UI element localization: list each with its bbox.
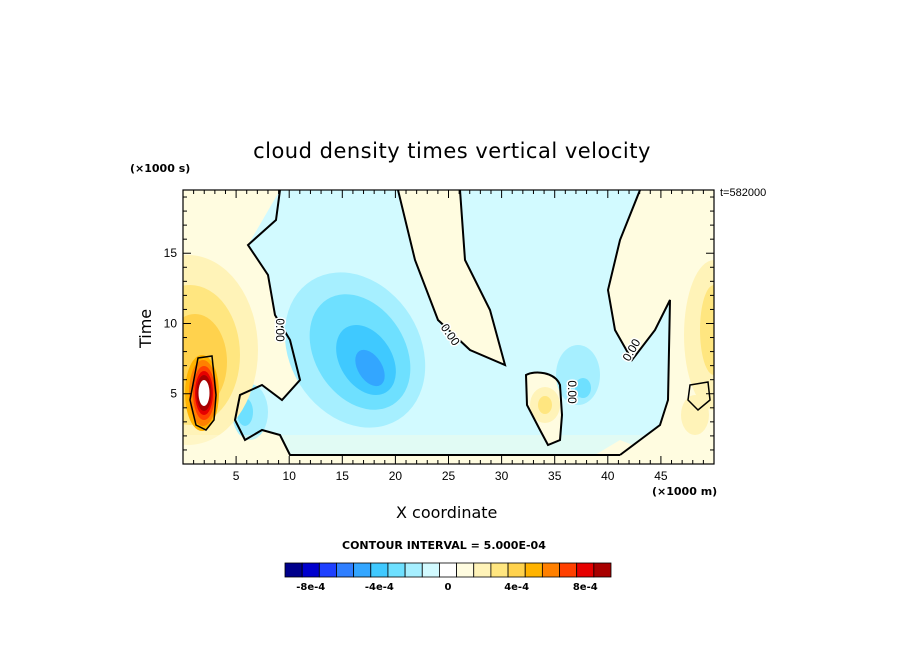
colorbar-label: 0 — [445, 582, 452, 593]
colorbar-swatch — [421, 562, 440, 578]
colorbar-swatch — [490, 562, 509, 578]
axis-ticks — [183, 190, 714, 464]
contour-zero-left — [233, 190, 620, 456]
colorbar-label: -4e-4 — [365, 582, 394, 593]
contour-interval-label: CONTOUR INTERVAL = 5.000E-04 — [342, 539, 546, 552]
colorbar-swatch — [473, 562, 492, 578]
x-tick-label: 25 — [442, 469, 456, 483]
x-tick-label: 20 — [389, 469, 403, 483]
colorbar-swatch — [456, 562, 475, 578]
x-axis-label: X coordinate — [396, 503, 498, 522]
x-tick-label: 45 — [654, 469, 668, 483]
zero-contours — [189, 190, 711, 456]
time-annotation: t=582000 — [720, 187, 767, 199]
contour-zero-island — [524, 371, 564, 447]
contour-zero-right — [606, 190, 671, 456]
x-tick-label: 40 — [601, 469, 615, 483]
y-tick-label: 10 — [164, 316, 178, 330]
tick-labels: 5 10 15 20 25 30 35 40 45 5 10 15 — [164, 246, 668, 483]
x-tick-label: 10 — [283, 469, 297, 483]
colorbar-swatch — [541, 562, 560, 578]
colorbar-swatch — [576, 562, 595, 578]
colorbar-swatch — [524, 562, 543, 578]
colorbar-swatch — [284, 562, 303, 578]
colorbar-label: -8e-4 — [296, 582, 325, 593]
y-tick-label: 5 — [170, 387, 177, 401]
colorbar-swatch — [336, 562, 355, 578]
colorbar-swatch — [370, 562, 389, 578]
colorbar-swatch — [559, 562, 578, 578]
chart-title: cloud density times vertical velocity — [253, 139, 651, 163]
colorbar-label: 4e-4 — [504, 582, 529, 593]
colorbar-swatch — [593, 562, 612, 578]
colorbar-swatch — [318, 562, 337, 578]
x-tick-label: 5 — [233, 469, 240, 483]
colorbar-swatch — [387, 562, 406, 578]
contour-label: 0.00 — [273, 318, 287, 342]
y-axis-unit-label: (×1000 s) — [130, 162, 191, 175]
x-tick-label: 30 — [495, 469, 509, 483]
colorbar-swatch — [353, 562, 372, 578]
contour-zero-top — [397, 190, 507, 367]
colorbar-swatch — [404, 562, 423, 578]
colorbar: -8e-4 -4e-4 0 4e-4 8e-4 — [284, 562, 612, 593]
colorbar-swatch — [301, 562, 320, 578]
x-tick-label: 35 — [548, 469, 562, 483]
colorbar-swatch — [507, 562, 526, 578]
x-axis-unit-label: (×1000 m) — [652, 485, 718, 498]
contour-zero-plume — [189, 355, 217, 431]
colorbar-swatch — [439, 562, 457, 578]
y-tick-label: 15 — [164, 246, 178, 260]
heatmap-field — [183, 190, 714, 464]
colorbar-label: 8e-4 — [573, 582, 598, 593]
contour-label: 0.00 — [565, 380, 579, 404]
x-tick-label: 15 — [336, 469, 350, 483]
